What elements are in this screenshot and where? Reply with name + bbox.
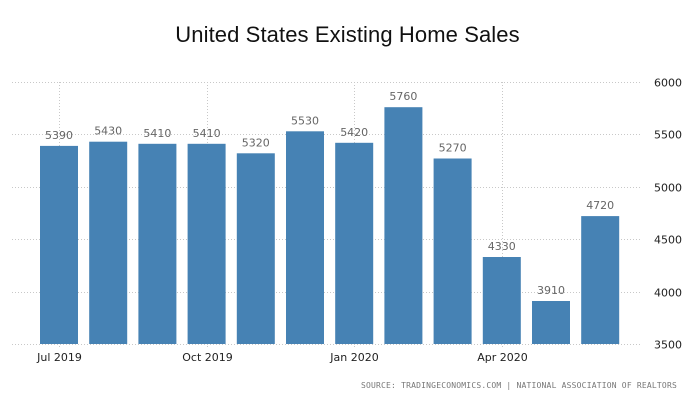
y-tick-label: 6000 <box>654 77 682 90</box>
y-tick-label: 4000 <box>654 287 682 300</box>
bar <box>89 141 128 344</box>
bar <box>581 216 620 344</box>
x-tick-label: Jan 2020 <box>329 351 378 364</box>
bar <box>532 301 570 344</box>
bar <box>482 257 521 344</box>
y-axis: 3500 4000 4500 5000 5500 6000 <box>654 77 682 352</box>
data-label: 3910 <box>537 284 565 297</box>
data-label: 5530 <box>291 114 319 127</box>
y-tick-label: 5500 <box>654 129 682 142</box>
y-tick-label: 5000 <box>654 182 682 195</box>
y-tick-label: 4500 <box>654 234 682 247</box>
x-tick-label: Oct 2019 <box>182 351 233 364</box>
bar <box>40 145 78 344</box>
data-label: 4330 <box>488 240 516 253</box>
data-label: 5760 <box>389 90 417 103</box>
bar <box>236 153 275 344</box>
bar <box>335 142 374 344</box>
y-tick-label: 3500 <box>654 339 682 352</box>
data-label: 5320 <box>242 136 270 149</box>
bar <box>187 143 226 344</box>
bars <box>40 107 620 344</box>
data-label: 5410 <box>143 127 171 140</box>
data-label: 5270 <box>439 142 467 155</box>
x-tick-label: Apr 2020 <box>477 351 528 364</box>
bar <box>286 131 324 344</box>
chart-title: United States Existing Home Sales <box>175 22 520 47</box>
x-axis: Jul 2019 Oct 2019 Jan 2020 Apr 2020 <box>36 351 528 364</box>
source-note: SOURCE: TRADINGECONOMICS.COM | NATIONAL … <box>360 381 677 390</box>
data-label: 5430 <box>94 125 122 138</box>
data-label: 5390 <box>45 129 73 142</box>
data-label: 4720 <box>586 199 614 212</box>
bar <box>138 143 177 344</box>
x-tick-label: Jul 2019 <box>36 351 82 364</box>
bar <box>433 158 472 344</box>
data-label: 5410 <box>193 127 221 140</box>
data-label: 5420 <box>340 126 368 139</box>
data-labels: 5390 5430 5410 5410 5320 5530 5420 5760 5270 4330… <box>45 90 614 297</box>
bar <box>384 107 423 344</box>
